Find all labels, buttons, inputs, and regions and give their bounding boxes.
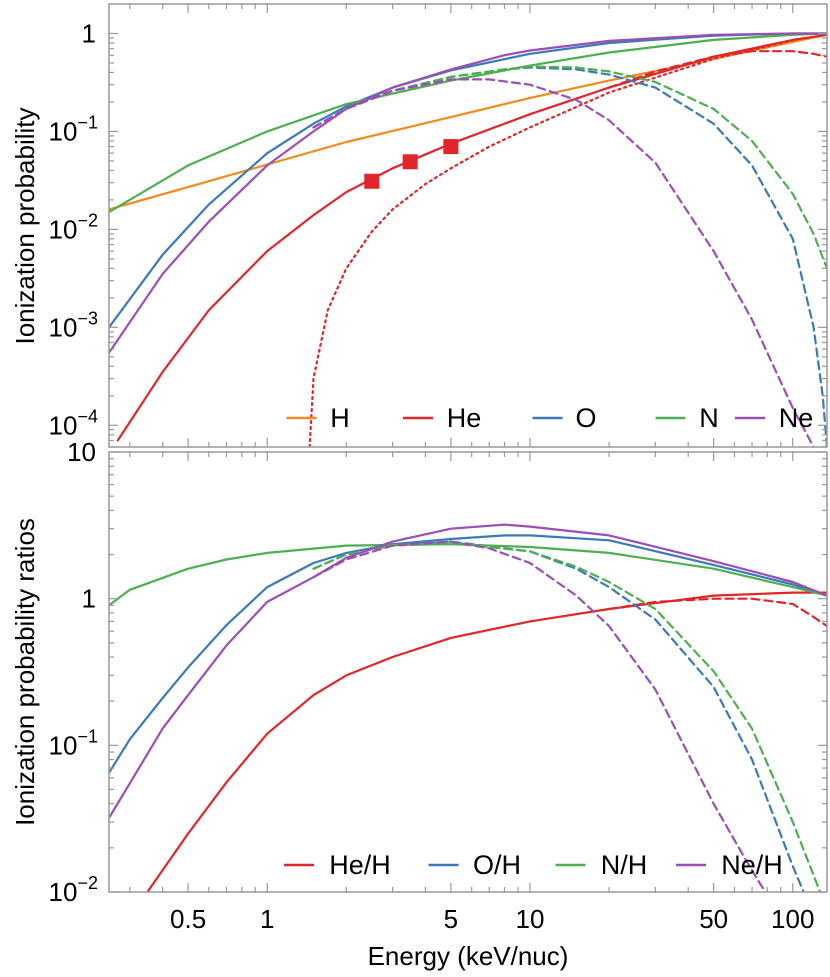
series-line-he-dotted <box>308 39 794 447</box>
data-marker-he-0 <box>364 173 380 189</box>
legend-label-h: H <box>330 403 350 433</box>
legend-label-n-h: N/H <box>601 850 648 880</box>
series-line-h-solid <box>109 33 827 211</box>
y-tick-label: 10−1 <box>49 112 98 146</box>
x-tick-label: 10 <box>516 904 545 934</box>
y-tick-label: 10−4 <box>49 406 98 440</box>
top-panel-ionization-probability: 1 10−1 10−2 10−3 10−4 Ionization probability… <box>10 3 828 448</box>
top-legend: H He O N Ne <box>286 403 814 433</box>
series-line-ne-h-dashed <box>312 540 767 892</box>
series-line-he-solid <box>116 33 827 442</box>
legend-label-he: He <box>447 403 482 433</box>
bottom-panel-ionization-probability-ratios: 10 1 10−1 10−2 0.5 1 5 10 50 100 Ionization proba… <box>10 437 828 971</box>
legend-label-n: N <box>699 403 719 433</box>
y-tick-label: 1 <box>82 584 96 614</box>
y-tick-label: 1 <box>82 18 96 48</box>
series-line-n-solid <box>109 32 827 214</box>
y-tick-label: 10−3 <box>49 308 98 342</box>
x-tick-label: 0.5 <box>170 904 206 934</box>
x-tick-label: 50 <box>699 904 728 934</box>
bottom-axes: 10 1 10−1 10−2 0.5 1 5 10 50 100 <box>49 437 827 934</box>
data-marker-he-1 <box>402 154 418 170</box>
y-tick-label: 10 <box>67 437 96 467</box>
bottom-legend: He/H O/H N/H Ne/H <box>284 850 783 880</box>
legend-label-ne-h: Ne/H <box>721 850 783 880</box>
y-tick-label: 10−2 <box>49 210 98 244</box>
series-line-ne-h-solid <box>109 523 827 819</box>
series-line-o-dashed <box>312 66 827 447</box>
top-plot-frame <box>108 3 828 448</box>
series-line-he-h-solid <box>146 591 827 892</box>
series-line-ne-solid <box>109 32 827 354</box>
legend-label-he-h: He/H <box>329 850 391 880</box>
x-axis-title: Energy (keV/nuc) <box>368 941 569 971</box>
y-tick-label: 10−1 <box>49 726 98 760</box>
series-line-ne-dashed <box>312 78 815 447</box>
y-tick-label: 10−2 <box>49 873 98 907</box>
bottom-y-axis-title: Ionization probability ratios <box>10 518 40 826</box>
series-line-he-dashed <box>608 50 827 89</box>
top-axes: 1 10−1 10−2 10−3 10−4 <box>49 3 827 448</box>
bottom-plot-frame <box>108 451 828 893</box>
legend-label-o-h: O/H <box>473 850 521 880</box>
legend-label-o: O <box>575 403 596 433</box>
legend-label-ne: Ne <box>779 403 814 433</box>
x-tick-label: 1 <box>260 904 274 934</box>
bottom-plot-area <box>109 523 827 892</box>
top-y-axis-title: Ionization probability <box>10 107 40 344</box>
x-tick-label: 100 <box>771 904 814 934</box>
data-marker-he-2 <box>443 139 459 155</box>
top-plot-area <box>109 32 827 447</box>
series-line-he-h-dashed <box>608 597 827 628</box>
series-line-n-h-dashed <box>312 541 822 892</box>
x-tick-label: 5 <box>444 904 458 934</box>
